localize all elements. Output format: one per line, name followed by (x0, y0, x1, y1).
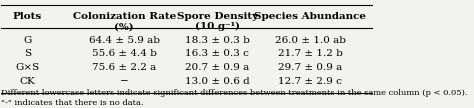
Text: S: S (24, 49, 31, 59)
Text: Species Abundance: Species Abundance (254, 12, 366, 21)
Text: 13.0 ± 0.6 d: 13.0 ± 0.6 d (185, 77, 250, 86)
Text: "-" indicates that there is no data.: "-" indicates that there is no data. (1, 99, 144, 107)
Text: 20.7 ± 0.9 a: 20.7 ± 0.9 a (185, 63, 249, 72)
Text: 21.7 ± 1.2 b: 21.7 ± 1.2 b (278, 49, 343, 59)
Text: 75.6 ± 2.2 a: 75.6 ± 2.2 a (92, 63, 156, 72)
Text: 55.6 ± 4.4 b: 55.6 ± 4.4 b (92, 49, 156, 59)
Text: G: G (23, 36, 32, 45)
Text: 16.3 ± 0.3 c: 16.3 ± 0.3 c (185, 49, 249, 59)
Text: G×S: G×S (15, 63, 39, 72)
Text: 18.3 ± 0.3 b: 18.3 ± 0.3 b (185, 36, 250, 45)
Text: Plots: Plots (13, 12, 42, 21)
Text: 64.4 ± 5.9 ab: 64.4 ± 5.9 ab (89, 36, 160, 45)
Text: Colonization Rate
(%): Colonization Rate (%) (73, 12, 176, 31)
Text: 29.7 ± 0.9 a: 29.7 ± 0.9 a (278, 63, 342, 72)
Text: −: − (120, 77, 128, 86)
Text: CK: CK (19, 77, 35, 86)
Text: 12.7 ± 2.9 c: 12.7 ± 2.9 c (278, 77, 342, 86)
Text: 26.0 ± 1.0 ab: 26.0 ± 1.0 ab (275, 36, 346, 45)
Text: Different lowercase letters indicate significant differences between treatments : Different lowercase letters indicate sig… (1, 89, 468, 97)
Text: Spore Density
(10 g⁻¹): Spore Density (10 g⁻¹) (177, 12, 258, 31)
